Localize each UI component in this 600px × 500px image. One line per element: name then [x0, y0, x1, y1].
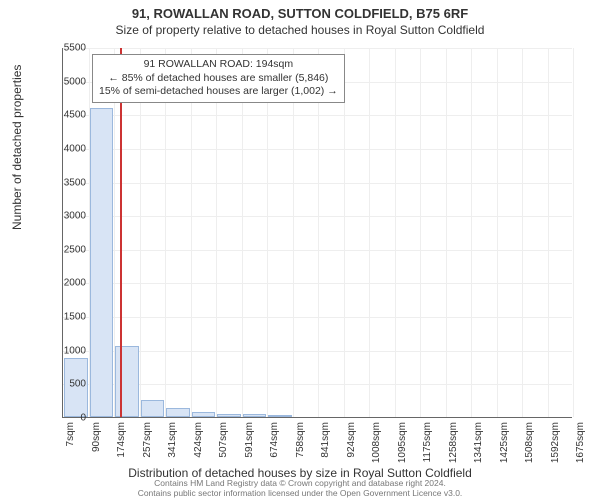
gridline-v — [420, 48, 421, 417]
x-tick: 174sqm — [116, 422, 127, 458]
gridline-v — [522, 48, 523, 417]
reference-line — [120, 48, 122, 417]
y-tick: 2000 — [46, 278, 86, 289]
annotation-line-2: ← 85% of detached houses are smaller (5,… — [99, 72, 338, 86]
chart-title: 91, ROWALLAN ROAD, SUTTON COLDFIELD, B75… — [0, 0, 600, 21]
histogram-bar — [90, 108, 114, 417]
x-tick: 1592sqm — [550, 422, 561, 463]
gridline-v — [573, 48, 574, 417]
histogram-bar — [141, 400, 165, 417]
y-tick: 3000 — [46, 211, 86, 222]
y-tick: 2500 — [46, 244, 86, 255]
y-tick: 4500 — [46, 110, 86, 121]
y-tick: 1500 — [46, 312, 86, 323]
histogram-bar — [166, 408, 190, 417]
x-tick: 1175sqm — [422, 422, 433, 462]
y-tick: 3500 — [46, 177, 86, 188]
x-tick: 1258sqm — [448, 422, 459, 463]
y-tick: 1000 — [46, 345, 86, 356]
gridline-v — [548, 48, 549, 417]
gridline-v — [497, 48, 498, 417]
gridline-v — [446, 48, 447, 417]
footer-line-2: Contains public sector information licen… — [0, 488, 600, 498]
gridline-v — [242, 48, 243, 417]
plot-surface — [62, 48, 572, 418]
histogram-bar — [268, 415, 292, 417]
gridline-v — [191, 48, 192, 417]
annotation-box: 91 ROWALLAN ROAD: 194sqm ← 85% of detach… — [92, 54, 345, 103]
histogram-bar — [243, 414, 267, 417]
x-tick: 1425sqm — [499, 422, 510, 463]
x-tick: 257sqm — [142, 422, 153, 458]
x-tick: 674sqm — [269, 422, 280, 458]
gridline-v — [216, 48, 217, 417]
y-tick: 4000 — [46, 143, 86, 154]
x-tick: 7sqm — [65, 422, 76, 446]
y-axis-label: Number of detached properties — [10, 65, 24, 230]
x-tick: 758sqm — [295, 422, 306, 458]
chart-container: 91, ROWALLAN ROAD, SUTTON COLDFIELD, B75… — [0, 0, 600, 500]
histogram-bar — [115, 346, 139, 417]
x-tick: 90sqm — [91, 422, 102, 452]
gridline-v — [318, 48, 319, 417]
x-tick: 424sqm — [193, 422, 204, 458]
x-tick: 924sqm — [346, 422, 357, 458]
gridline-v — [140, 48, 141, 417]
annotation-line-1: 91 ROWALLAN ROAD: 194sqm — [99, 58, 338, 72]
y-tick: 500 — [46, 379, 86, 390]
gridline-v — [344, 48, 345, 417]
x-tick: 591sqm — [244, 422, 255, 458]
x-tick: 1508sqm — [524, 422, 535, 463]
gridline-v — [267, 48, 268, 417]
histogram-bar — [192, 412, 216, 417]
gridline-v — [165, 48, 166, 417]
x-tick: 1675sqm — [575, 422, 586, 463]
gridline-v — [293, 48, 294, 417]
x-tick: 341sqm — [167, 422, 178, 458]
footer: Contains HM Land Registry data © Crown c… — [0, 478, 600, 498]
x-tick: 1341sqm — [473, 422, 484, 463]
x-tick: 1008sqm — [371, 422, 382, 463]
x-tick: 841sqm — [320, 422, 331, 458]
chart-subtitle: Size of property relative to detached ho… — [0, 21, 600, 37]
x-tick: 1095sqm — [397, 422, 408, 463]
y-tick: 5500 — [46, 43, 86, 54]
x-tick: 507sqm — [218, 422, 229, 458]
plot-area: 91 ROWALLAN ROAD: 194sqm ← 85% of detach… — [62, 48, 572, 418]
gridline-v — [395, 48, 396, 417]
histogram-bar — [217, 414, 241, 417]
footer-line-1: Contains HM Land Registry data © Crown c… — [0, 478, 600, 488]
gridline-v — [471, 48, 472, 417]
y-tick: 5000 — [46, 76, 86, 87]
annotation-line-3: 15% of semi-detached houses are larger (… — [99, 85, 338, 99]
gridline-v — [369, 48, 370, 417]
